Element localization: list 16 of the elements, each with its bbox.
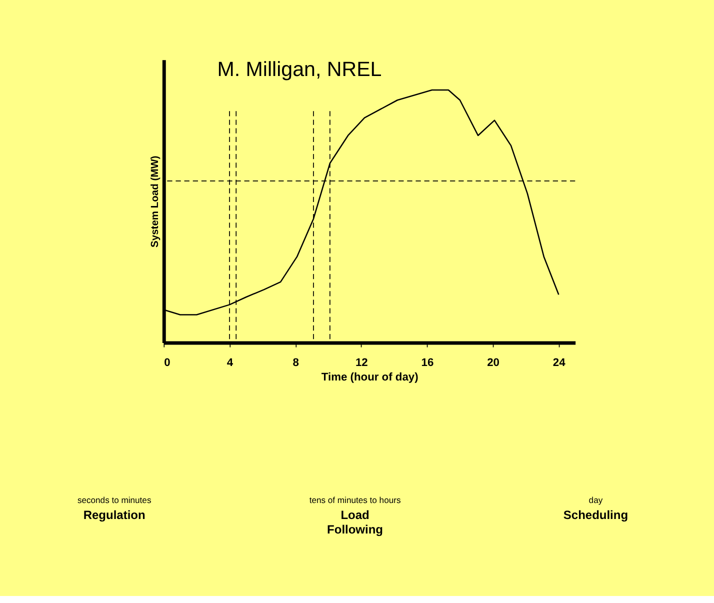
text: day [588,494,604,505]
text: Regulation [83,508,146,522]
x-tick-label: 20 [487,357,500,370]
text: M. Milligan, NREL [217,58,382,81]
text: seconds to minutes [77,494,152,505]
y-axis-title: System Load (MW) [150,156,162,248]
x-tick-label: 12 [355,357,368,370]
text: Load Following [327,508,384,537]
x-tick-label: 4 [226,357,234,370]
text: tens of minutes to hours [309,494,401,505]
text: Scheduling [563,508,628,522]
x-tick-label: 0 [164,357,170,370]
x-tick-label: 16 [421,357,434,370]
x-tick-label: 8 [292,357,299,370]
x-axis-title: Time (hour of day) [321,372,419,384]
x-tick-label: 24 [552,357,566,370]
